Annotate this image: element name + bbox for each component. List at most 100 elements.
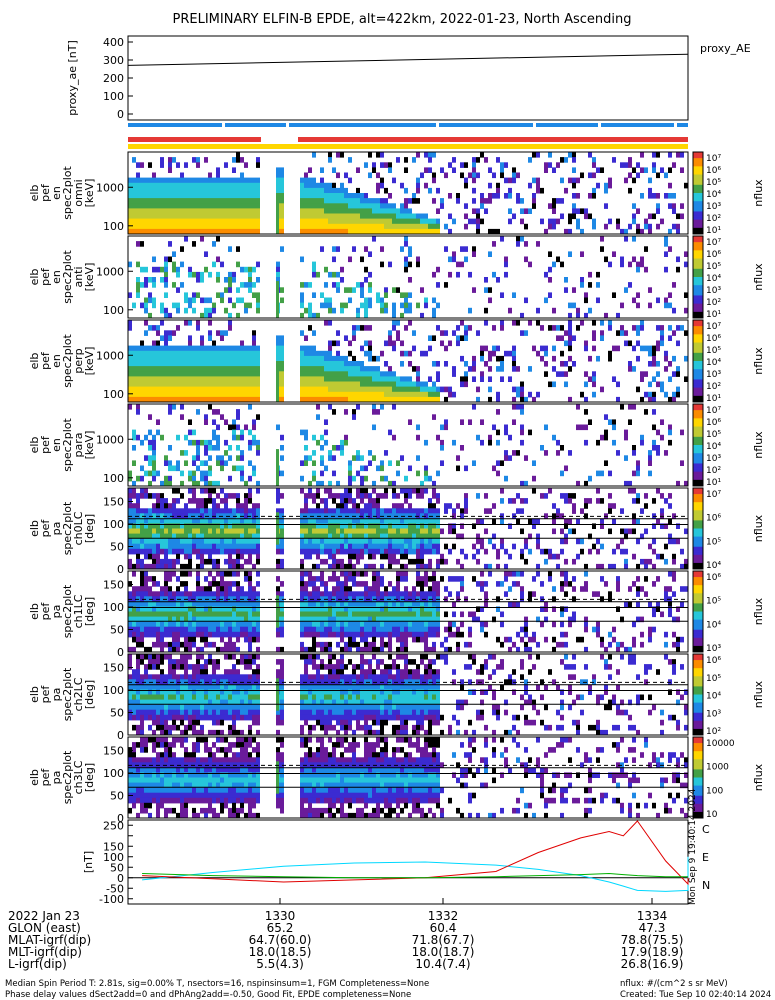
heatmap-cell xyxy=(228,606,232,612)
colorbar-tick-label: 10⁵ xyxy=(706,430,721,440)
heatmap-cell xyxy=(176,396,180,403)
heatmap-cell xyxy=(308,350,312,357)
heatmap-cell xyxy=(300,355,304,362)
heatmap-cell xyxy=(672,330,676,336)
heatmap-cell xyxy=(328,488,332,494)
heatmap-cell xyxy=(464,213,468,220)
heatmap-cell xyxy=(148,218,152,225)
heatmap-cell xyxy=(204,386,208,393)
heatmap-cell xyxy=(156,376,160,382)
heatmap-cell xyxy=(436,187,440,194)
heatmap-cell xyxy=(300,591,304,597)
heatmap-cell xyxy=(308,345,312,352)
colorbar-tick-label: 10⁴ xyxy=(706,190,721,200)
colorbar-cell xyxy=(693,172,703,176)
heatmap-cell xyxy=(360,636,364,643)
heatmap-cell xyxy=(400,548,404,555)
heatmap-cell xyxy=(420,563,424,570)
heatmap-cell xyxy=(344,371,348,377)
heatmap-cell xyxy=(164,480,168,487)
heatmap-cell xyxy=(444,543,448,550)
heatmap-cell xyxy=(236,218,240,225)
heatmap-cell xyxy=(248,475,252,482)
colorbar-cell xyxy=(693,552,703,556)
heatmap-cell xyxy=(332,376,336,382)
heatmap-cell xyxy=(316,591,320,597)
heatmap-cell xyxy=(364,626,368,633)
heatmap-cell xyxy=(200,236,204,242)
heatmap-cell xyxy=(384,228,388,235)
heatmap-cell xyxy=(184,586,188,592)
heatmap-cell xyxy=(240,266,244,273)
heatmap-cell xyxy=(472,208,476,214)
heatmap-cell xyxy=(328,611,332,618)
heatmap-cell xyxy=(416,488,420,494)
heatmap-cell xyxy=(340,528,344,535)
heatmap-cell xyxy=(476,518,480,524)
heatmap-cell xyxy=(220,528,224,535)
heatmap-cell xyxy=(248,345,252,352)
heatmap-cell xyxy=(188,558,192,565)
colorbar-tick-label: 10³ xyxy=(706,286,721,296)
heatmap-cell xyxy=(276,576,280,582)
heatmap-cell xyxy=(196,445,200,451)
heatmap-cell xyxy=(180,626,184,633)
heatmap-cell xyxy=(364,636,368,643)
heatmap-cell xyxy=(140,523,144,529)
colorbar-cell xyxy=(693,162,703,165)
heatmap-cell xyxy=(592,172,596,179)
ae-ytick-label: 300 xyxy=(103,54,124,67)
heatmap-cell xyxy=(416,182,420,189)
heatmap-cell xyxy=(240,198,244,204)
heatmap-cell xyxy=(540,493,544,499)
heatmap-cell xyxy=(128,325,132,331)
heatmap-cell xyxy=(392,312,396,319)
heatmap-cell xyxy=(652,424,656,431)
heatmap-cell xyxy=(192,543,196,550)
heatmap-cell xyxy=(212,611,216,618)
heatmap-cell xyxy=(408,213,412,220)
heatmap-cell xyxy=(396,396,400,403)
heatmap-cell xyxy=(228,455,232,461)
heatmap-cell xyxy=(196,601,200,607)
heatmap-cell xyxy=(256,297,260,304)
heatmap-cell xyxy=(180,177,184,184)
heatmap-cell xyxy=(396,157,400,163)
heatmap-cell xyxy=(212,581,216,587)
heatmap-cell xyxy=(248,198,252,204)
heatmap-cell xyxy=(164,621,168,628)
heatmap-cell xyxy=(176,198,180,204)
heatmap-cell xyxy=(172,350,176,357)
heatmap-cell xyxy=(212,386,216,393)
heatmap-cell xyxy=(412,157,416,163)
heatmap-cell xyxy=(420,228,424,235)
bar-red-2 xyxy=(298,137,688,142)
heatmap-cell xyxy=(168,606,172,612)
heatmap-cell xyxy=(244,631,248,638)
heatmap-cell xyxy=(188,563,192,570)
heatmap-cell xyxy=(496,345,500,352)
heatmap-cell xyxy=(224,182,228,189)
heatmap-cell xyxy=(308,193,312,199)
colorbar-cell xyxy=(693,488,703,491)
heatmap-cell xyxy=(356,470,360,477)
heatmap-cell xyxy=(144,391,148,398)
heatmap-cell xyxy=(152,631,156,638)
heatmap-cell xyxy=(128,396,132,403)
heatmap-cell xyxy=(348,203,352,209)
colorbar-cell xyxy=(693,305,703,309)
heatmap-cell xyxy=(396,523,400,529)
heatmap-cell xyxy=(304,445,308,451)
heatmap-cell xyxy=(176,523,180,529)
heatmap-cell xyxy=(144,616,148,623)
heatmap-cell xyxy=(372,488,376,494)
heatmap-cell xyxy=(308,177,312,184)
heatmap-cell xyxy=(352,409,356,415)
heatmap-cell xyxy=(128,350,132,357)
heatmap-cell xyxy=(204,157,208,163)
heatmap-cell xyxy=(148,414,152,420)
heatmap-cell xyxy=(220,366,224,372)
heatmap-cell xyxy=(544,228,548,235)
colorbar-cell xyxy=(693,518,703,521)
heatmap-cell xyxy=(324,586,328,592)
